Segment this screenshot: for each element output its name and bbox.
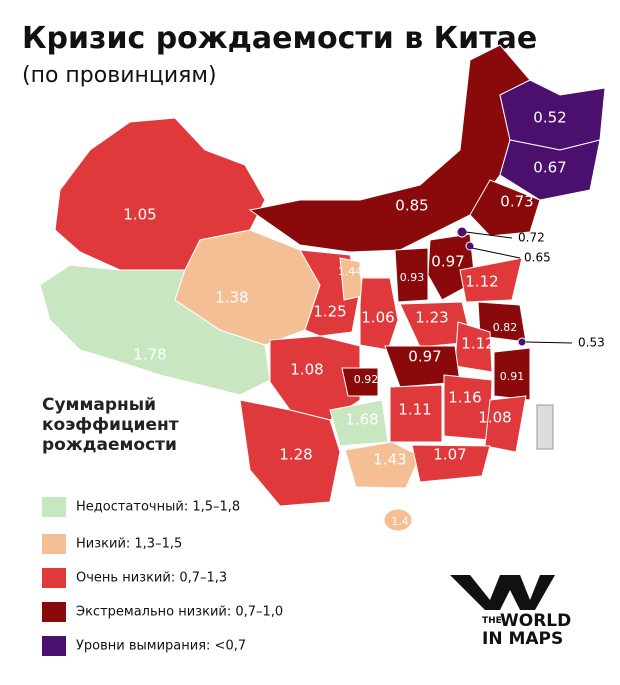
region bbox=[443, 374, 493, 441]
title: Кризис рождаемости в Китае bbox=[22, 21, 537, 56]
logo-text: THE bbox=[482, 616, 502, 626]
region-label: 1.25 bbox=[313, 303, 346, 321]
legend: Суммарный коэффициент рождаемости Недост… bbox=[42, 395, 283, 656]
region bbox=[389, 384, 443, 443]
region-label: 0.97 bbox=[408, 348, 441, 366]
legend-title: коэффициент bbox=[42, 415, 179, 435]
logo-mark bbox=[450, 575, 555, 610]
region bbox=[499, 139, 601, 201]
arrow bbox=[471, 247, 521, 259]
region bbox=[484, 395, 527, 453]
region-label: 0.97 bbox=[431, 253, 464, 271]
legend-swatch bbox=[42, 636, 66, 656]
arrow bbox=[525, 341, 573, 344]
region bbox=[341, 367, 379, 397]
region-label: 1.38 bbox=[215, 289, 248, 307]
region-label: 0.73 bbox=[500, 193, 533, 211]
region-label: 1.16 bbox=[448, 389, 481, 407]
legend-label: Очень низкий: 0,7–1,3 bbox=[76, 571, 227, 586]
logo: THE WORLD IN MAPS bbox=[450, 575, 571, 649]
legend-swatch bbox=[42, 534, 66, 554]
region-label: 1.4 bbox=[391, 515, 409, 528]
region-label: 1.08 bbox=[290, 361, 323, 379]
legend-title: Суммарный bbox=[42, 395, 156, 415]
legend-label: Экстремально низкий: 0,7–1,0 bbox=[76, 605, 283, 620]
provinces bbox=[39, 44, 606, 532]
legend-swatch bbox=[42, 602, 66, 622]
region bbox=[239, 399, 341, 507]
region bbox=[344, 441, 421, 489]
region-label: 1.43 bbox=[373, 451, 406, 469]
region-label: 0.93 bbox=[400, 271, 425, 284]
region-label: 1.44 bbox=[338, 265, 363, 278]
subtitle: (по провинциям) bbox=[22, 63, 217, 88]
region-label: 1.12 bbox=[465, 273, 498, 291]
region bbox=[517, 337, 527, 347]
labels: 0.52 0.67 0.73 0.85 1.05 0.72 0.65 0.93 … bbox=[123, 109, 604, 529]
region bbox=[536, 404, 554, 450]
region bbox=[465, 241, 475, 251]
legend-label: Низкий: 1,3–1,5 bbox=[76, 537, 182, 552]
legend-label: Недостаточный: 1,5–1,8 bbox=[76, 500, 240, 515]
region bbox=[411, 444, 491, 483]
logo-text: WORLD bbox=[500, 611, 571, 631]
legend-swatch bbox=[42, 497, 66, 517]
region-label: 0.52 bbox=[533, 109, 566, 127]
legend-title: рождаемости bbox=[42, 435, 177, 455]
region-label: 1.08 bbox=[478, 409, 511, 427]
region bbox=[469, 179, 541, 237]
region-label: 1.28 bbox=[279, 446, 312, 464]
legend-swatch bbox=[42, 568, 66, 588]
region bbox=[493, 347, 531, 401]
region-label: 0.72 bbox=[518, 231, 545, 245]
region-label: 1.23 bbox=[415, 309, 448, 327]
logo-text: IN MAPS bbox=[482, 629, 563, 649]
region-label: 0.65 bbox=[524, 251, 551, 265]
region-label: 1.07 bbox=[433, 446, 466, 464]
region bbox=[456, 226, 468, 238]
region-label: 1.11 bbox=[398, 401, 431, 419]
region-label: 1.06 bbox=[361, 309, 394, 327]
region bbox=[459, 257, 523, 303]
region bbox=[329, 399, 389, 447]
region-label: 0.67 bbox=[533, 159, 566, 177]
legend-label: Уровни вымирания: <0,7 bbox=[76, 639, 246, 654]
region-label: 0.91 bbox=[500, 370, 525, 383]
region-label: 0.53 bbox=[578, 336, 605, 350]
region-label: 0.85 bbox=[395, 197, 428, 215]
region bbox=[394, 247, 429, 303]
region-label: 0.82 bbox=[493, 321, 518, 334]
region-label: 1.68 bbox=[345, 411, 378, 429]
region-label: 1.05 bbox=[123, 206, 156, 224]
region-label: 0.92 bbox=[354, 373, 379, 386]
region-label: 1.78 bbox=[133, 346, 166, 364]
region-label: 1.12 bbox=[461, 335, 494, 353]
region bbox=[383, 508, 413, 532]
arrow bbox=[465, 231, 513, 239]
